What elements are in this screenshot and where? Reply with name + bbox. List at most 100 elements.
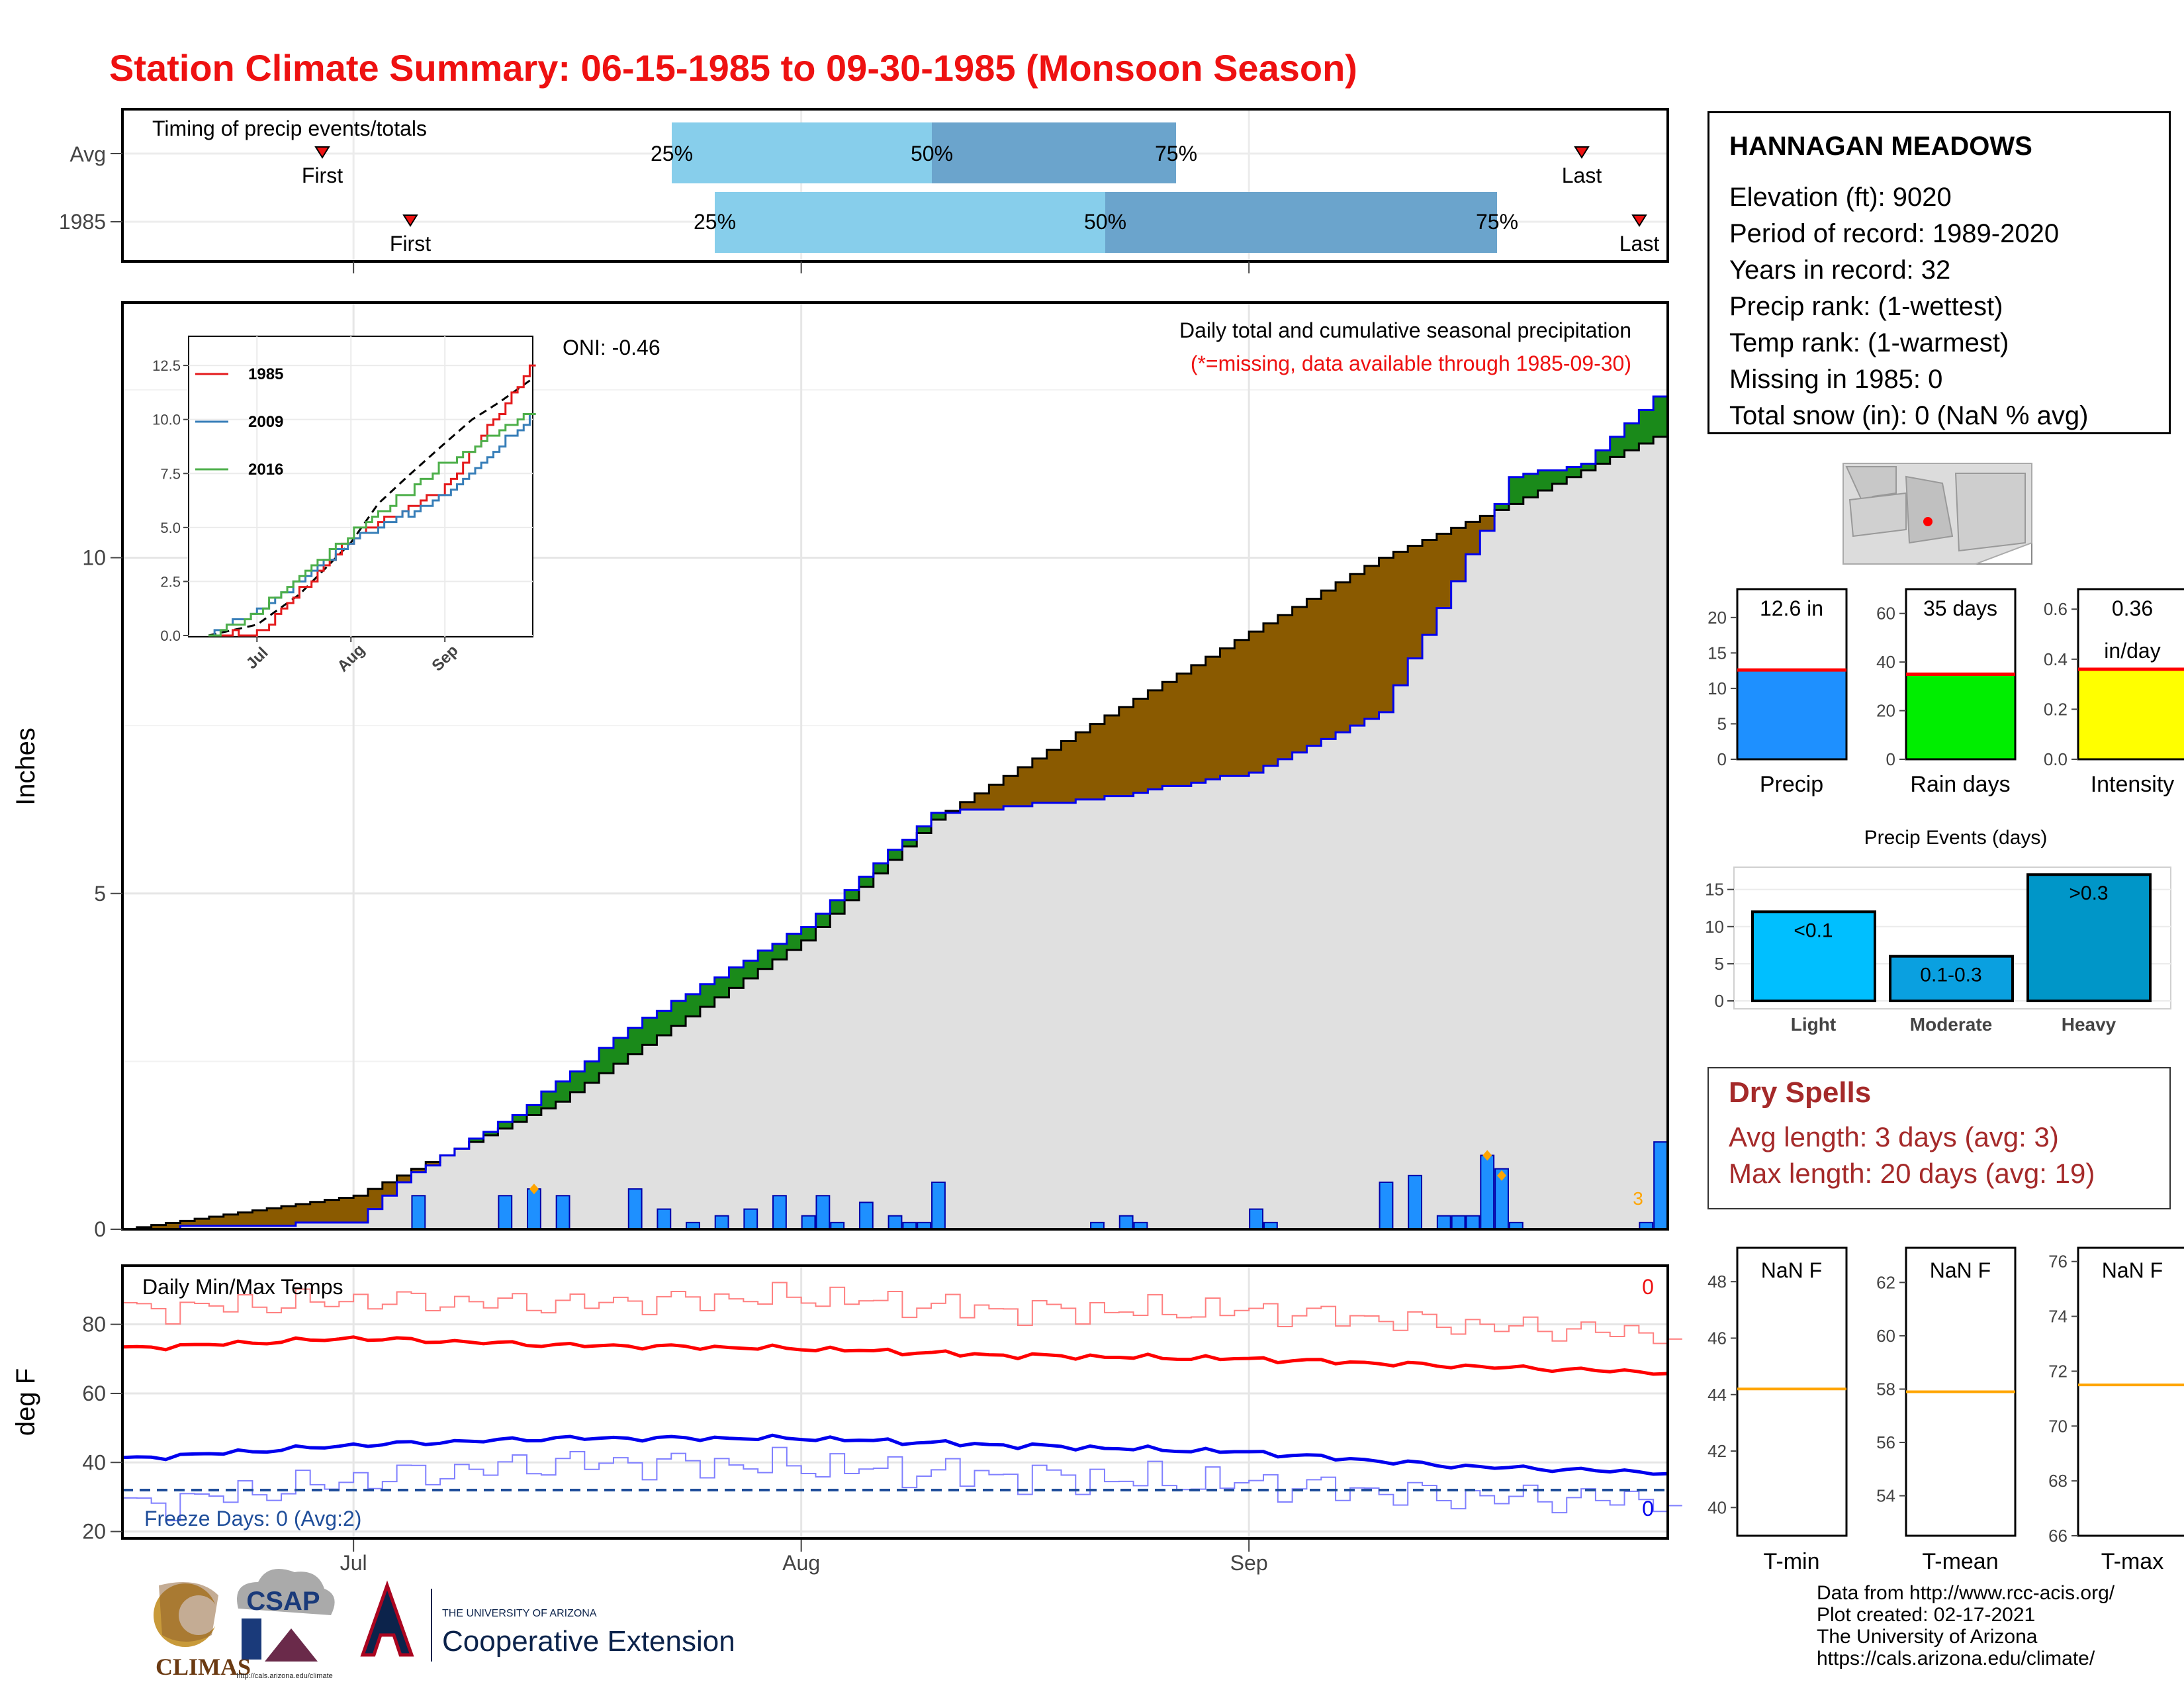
inset-legend-label: 2009 — [248, 413, 283, 431]
station-period: Period of record: 1989-2020 — [1729, 219, 2060, 248]
precip-frame — [121, 301, 1669, 1231]
timing-quantile-label: 25% — [651, 142, 693, 165]
timing-marker-label: First — [390, 232, 431, 256]
temp-gauge-value: NaN F — [1930, 1258, 1991, 1282]
inset-ytick-label: 2.5 — [160, 573, 181, 590]
gauge-value: 12.6 in — [1760, 596, 1823, 620]
min-count: 0 — [1642, 1497, 1654, 1521]
climas-text: CLIMAS — [156, 1654, 251, 1680]
daily-precip-bar — [772, 1195, 787, 1231]
events-tick-label: 10 — [1705, 917, 1724, 937]
precip-panel: 0 5 10 Daily total and cumulative seasonal… — [11, 301, 1669, 1241]
gauge-tick-label: 20 — [1876, 701, 1895, 721]
daily-precip-bar — [411, 1195, 426, 1231]
daily-precip-bar — [1408, 1174, 1423, 1230]
precip-events-chart: Precip Events (days) 0 5 10 15 <0.1 Light 0.1-0… — [1705, 827, 2171, 1035]
record-marker — [1482, 1150, 1492, 1161]
daily-precip-bar — [657, 1208, 672, 1230]
gauge-tick-label: 60 — [1876, 604, 1895, 624]
x-tick-label: Sep — [1230, 1551, 1268, 1575]
baseline-area — [122, 436, 1668, 1229]
timing-lower-box — [715, 192, 1105, 253]
event-bar-label: Light — [1791, 1014, 1836, 1035]
inset-ytick-label: 10.0 — [152, 412, 181, 428]
timing-label: Timing of precip events/totals — [152, 117, 427, 140]
csap-text: CSAP — [246, 1587, 320, 1616]
missing-count: 3 — [1633, 1188, 1643, 1209]
station-name: HANNAGAN MEADOWS — [1729, 132, 2032, 161]
daily-precip-bar — [801, 1215, 816, 1231]
dry-spells-max: Max length: 20 days (avg: 19) — [1729, 1158, 2095, 1189]
dry-spells-title: Dry Spells — [1729, 1076, 1872, 1109]
timing-marker — [402, 214, 418, 227]
daily-precip-bar — [627, 1188, 643, 1231]
temp-gauge-frame — [2077, 1246, 2184, 1537]
daily-precip-bar — [887, 1215, 903, 1231]
dry-spells-box: Dry Spells Avg length: 3 days (avg: 3) M… — [1707, 1067, 2171, 1209]
temp-gauge-tick-label: 72 — [2048, 1361, 2068, 1381]
timing-quantile-label: 50% — [1084, 210, 1126, 234]
station-elevation: Elevation (ft): 9020 — [1729, 183, 1952, 212]
max-temp-daily-line — [122, 1282, 1682, 1344]
daily-precip-bar — [714, 1215, 729, 1231]
daily-precip-bar — [1118, 1215, 1134, 1231]
event-bar-value: 0.1-0.3 — [1920, 964, 1981, 986]
temp-gauge-label: T-mean — [1922, 1549, 1998, 1574]
station-temp-rank: Temp rank: (1-warmest) — [1729, 328, 2009, 357]
daily-precip-bar — [555, 1195, 570, 1231]
gauge-tick-label: 0 — [1717, 749, 1727, 769]
temp-ylabel: deg F — [11, 1368, 40, 1436]
gauge-tick-label: 40 — [1876, 652, 1895, 672]
gauge-tick-label: 15 — [1707, 643, 1727, 663]
temp-gauge-value: NaN F — [2102, 1258, 2163, 1282]
timing-row-avg: Avg — [69, 142, 106, 166]
daily-precip-bar — [1480, 1154, 1495, 1230]
timing-marker — [1631, 214, 1647, 227]
credit-line: https://cals.arizona.edu/climate/ — [1817, 1648, 2095, 1669]
event-bar-label: Moderate — [1910, 1014, 1992, 1035]
timing-marker-label: Last — [1619, 232, 1660, 256]
station-marker — [1923, 517, 1933, 526]
temp-bg — [122, 1266, 1668, 1538]
precip-ylabel: Inches — [11, 727, 40, 806]
temp-gauge-tick-label: 70 — [2048, 1416, 2068, 1436]
timing-quantile-label: 75% — [1155, 142, 1197, 165]
gauge-label: Intensity — [2091, 772, 2175, 797]
event-bar — [1889, 955, 2014, 1002]
temp-label: Daily Min/Max Temps — [142, 1275, 343, 1299]
credit-line: Data from http://www.rcc-acis.org/ — [1817, 1582, 2115, 1604]
page-title: Station Climate Summary: 06-15-1985 to 0… — [109, 47, 1357, 89]
temp-frame — [121, 1264, 1669, 1540]
timing-lower-box — [672, 122, 932, 183]
temperature-gauges: 40 42 44 46 48 NaN F T-min 54 56 58 60 62 NaN F T-mea… — [1707, 1246, 2184, 1574]
event-bar — [2026, 873, 2152, 1002]
timing-quantile-label: 25% — [694, 210, 736, 234]
year-cumulative-line — [122, 395, 1668, 1231]
gauge-bar — [1905, 673, 2017, 761]
event-bar — [1751, 910, 1876, 1003]
temp-gauge-tick-label: 56 — [1876, 1432, 1895, 1452]
gauge-value-unit: in/day — [2104, 639, 2160, 663]
gauge-tick-label: 5 — [1717, 714, 1727, 733]
record-marker — [1497, 1170, 1507, 1181]
daily-precip-bar — [815, 1195, 831, 1231]
precip-ytick-label: 10 — [82, 546, 106, 570]
precip-title: Daily total and cumulative seasonal prec… — [1179, 318, 1631, 342]
min-temp-daily-line — [122, 1446, 1682, 1522]
daily-precip-bar — [743, 1208, 758, 1230]
dry-spells-avg: Avg length: 3 days (avg: 3) — [1729, 1121, 2059, 1152]
station-info: HANNAGAN MEADOWS Elevation (ft): 9020 Pe… — [1707, 111, 2171, 434]
daily-precip-bar — [1249, 1208, 1263, 1230]
precip-ytick-label: 0 — [94, 1217, 106, 1241]
freeze-label: Freeze Days: 0 (Avg:2) — [144, 1507, 361, 1530]
credits: Data from http://www.rcc-acis.org/ Plot … — [1817, 1582, 2115, 1669]
inset-ytick-label: 7.5 — [160, 465, 181, 482]
gauge-tick-label: 0.2 — [2044, 699, 2068, 719]
timing-upper-box — [932, 122, 1176, 183]
temp-gauge-label: T-min — [1764, 1549, 1820, 1574]
gauge-label: Rain days — [1910, 772, 2010, 797]
temp-gauge-label: T-max — [2101, 1549, 2163, 1574]
climas-logo: CLIMAS — [154, 1582, 251, 1680]
x-tick-label: Aug — [782, 1551, 820, 1575]
